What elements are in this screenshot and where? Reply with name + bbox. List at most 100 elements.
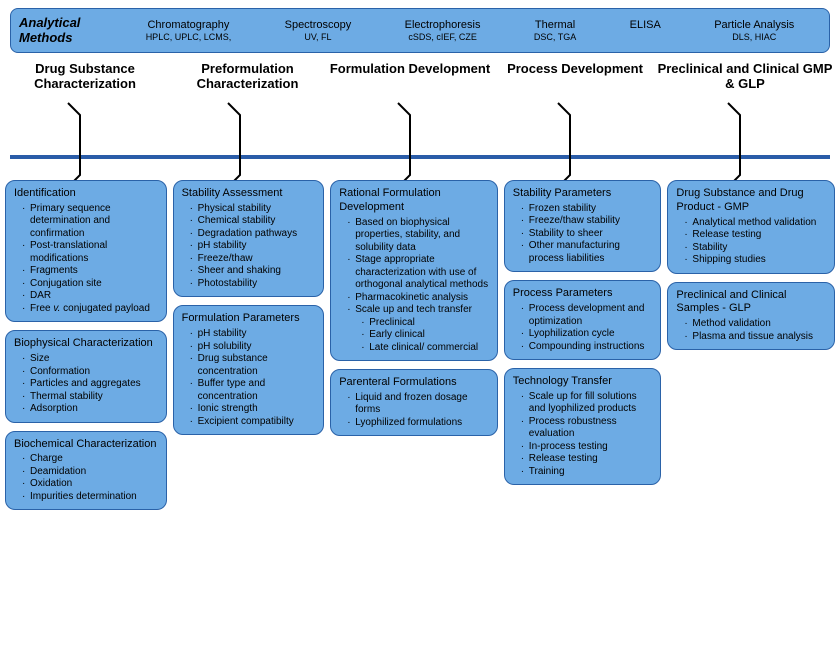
card-list: SizeConformationParticles and aggregates… [14, 353, 160, 416]
list-item: Preclinical [361, 317, 491, 330]
card-title: Rational Formulation Development [339, 187, 491, 215]
card-title: Biophysical Characterization [14, 337, 160, 351]
method-thermal: Thermal DSC, TGA [534, 19, 576, 43]
method-electrophoresis: Electrophoresis cSDS, cIEF, CZE [405, 19, 481, 43]
card: Drug Substance and Drug Product - GMPAna… [667, 180, 835, 274]
column-3: Rational Formulation DevelopmentBased on… [330, 180, 498, 436]
list-item: Training [521, 466, 655, 479]
list-item: Stage appropriate characterization with … [347, 254, 491, 292]
list-item: pH stability [190, 240, 318, 253]
card-title: Preclinical and Clinical Samples - GLP [676, 289, 828, 317]
column-1: Identification Primary sequence determina… [5, 180, 167, 510]
list-item: Drug substance concentration [190, 353, 318, 378]
header-methods: Chromatography HPLC, UPLC, LCMS, Spectro… [119, 19, 821, 43]
list-item: Method validation [684, 318, 828, 331]
list-item: Primary sequence determination and confi… [22, 203, 160, 241]
list-item: Freeze/thaw [190, 253, 318, 266]
list-item: Liquid and frozen dosage forms [347, 392, 491, 417]
list-item: Plasma and tissue analysis [684, 331, 828, 344]
list-item: Conformation [22, 366, 160, 379]
list-item: Lyophilization cycle [521, 328, 655, 341]
list-item: Stability [684, 242, 828, 255]
stage-titles: Drug Substance Characterization Preformu… [0, 62, 840, 92]
card-title: Formulation Parameters [182, 312, 318, 326]
list-item: pH stability [190, 328, 318, 341]
list-item: Excipient compatibilty [190, 416, 318, 429]
list-item: Process robustness evaluation [521, 416, 655, 441]
analytical-methods-header: Analytical Methods Chromatography HPLC, … [10, 8, 830, 53]
card: Rational Formulation DevelopmentBased on… [330, 180, 498, 361]
card: Preclinical and Clinical Samples - GLPMe… [667, 282, 835, 351]
list-item: Free v. conjugated payload [22, 303, 160, 316]
list-item: Lyophilized formulations [347, 417, 491, 430]
card: Identification Primary sequence determina… [5, 180, 167, 322]
stage-1: Drug Substance Characterization [0, 62, 170, 92]
list-item: Ionic strength [190, 403, 318, 416]
list-item: Size [22, 353, 160, 366]
list-item: Chemical stability [190, 215, 318, 228]
card: Stability Parameters Frozen stabilityFree… [504, 180, 662, 272]
card: Biochemical CharacterizationChargeDeamid… [5, 431, 167, 511]
card-title: Technology Transfer [513, 375, 655, 389]
stage-2: Preformulation Characterization [170, 62, 325, 92]
list-item: Release testing [521, 453, 655, 466]
list-item: Photostability [190, 278, 318, 291]
list-item: Frozen stability [521, 203, 655, 216]
list-item: Late clinical/ commercial [361, 342, 491, 355]
list-item: Scale up and tech transfer [347, 304, 491, 317]
card-columns: Identification Primary sequence determina… [5, 180, 835, 510]
list-item: Impurities determination [22, 491, 160, 504]
list-item: pH solubility [190, 341, 318, 354]
list-item: Degradation pathways [190, 228, 318, 241]
method-spectroscopy: Spectroscopy UV, FL [285, 19, 352, 43]
list-item: Compounding instructions [521, 341, 655, 354]
card: Formulation Parameters pH stabilitypH sol… [173, 305, 325, 435]
list-item: Process development and optimization [521, 303, 655, 328]
stage-5: Preclinical and Clinical GMP & GLP [655, 62, 835, 92]
method-elisa: ELISA [630, 19, 661, 43]
card-title: Drug Substance and Drug Product - GMP [676, 187, 828, 215]
list-item: Early clinical [361, 329, 491, 342]
card-list: pH stabilitypH solubilityDrug substance … [182, 328, 318, 428]
card-list: Scale up for fill solutions and lyophili… [513, 391, 655, 479]
list-item: Other manufacturing process liabilities [521, 240, 655, 265]
list-item: Particles and aggregates [22, 378, 160, 391]
card-list: Based on biophysical properties, stabili… [339, 217, 491, 355]
card-list: Liquid and frozen dosage formsLyophilize… [339, 392, 491, 430]
card-title: Parenteral Formulations [339, 376, 491, 390]
list-item: Adsorption [22, 403, 160, 416]
list-item: Pharmacokinetic analysis [347, 292, 491, 305]
card-sublist: PreclinicalEarly clinicalLate clinical/ … [347, 317, 491, 355]
list-item: In-process testing [521, 441, 655, 454]
list-item: Analytical method validation [684, 217, 828, 230]
card-list: ChargeDeamidationOxidationImpurities det… [14, 453, 160, 503]
list-item: Fragments [22, 265, 160, 278]
list-item: Based on biophysical properties, stabili… [347, 217, 491, 255]
column-4: Stability Parameters Frozen stabilityFree… [504, 180, 662, 485]
stage-4: Process Development [495, 62, 655, 92]
card-list: Frozen stabilityFreeze/thaw stabilitySta… [513, 203, 655, 266]
card-title: Stability Parameters [513, 187, 655, 201]
card-title: Stability Assessment [182, 187, 318, 201]
list-item: Physical stability [190, 203, 318, 216]
card-title: Process Parameters [513, 287, 655, 301]
method-particle: Particle Analysis DLS, HIAC [714, 19, 794, 43]
card-list: Process development and optimizationLyop… [513, 303, 655, 353]
card: Biophysical Characterization SizeConforma… [5, 330, 167, 422]
list-item: Deamidation [22, 466, 160, 479]
list-item: Stability to sheer [521, 228, 655, 241]
card: Parenteral Formulations Liquid and frozen… [330, 369, 498, 436]
list-item: Post-translational modifications [22, 240, 160, 265]
card: Stability Assessment Physical stabilityCh… [173, 180, 325, 297]
list-item: Freeze/thaw stability [521, 215, 655, 228]
list-item: DAR [22, 290, 160, 303]
list-item: Buffer type and concentration [190, 378, 318, 403]
card: Process Parameters Process development an… [504, 280, 662, 360]
card-title: Identification [14, 187, 160, 201]
card-list: Primary sequence determination and confi… [14, 203, 160, 316]
list-item: Sheer and shaking [190, 265, 318, 278]
card: Technology Transfer Scale up for fill sol… [504, 368, 662, 485]
card-list: Analytical method validationRelease test… [676, 217, 828, 267]
list-item: Oxidation [22, 478, 160, 491]
column-5: Drug Substance and Drug Product - GMPAna… [667, 180, 835, 350]
